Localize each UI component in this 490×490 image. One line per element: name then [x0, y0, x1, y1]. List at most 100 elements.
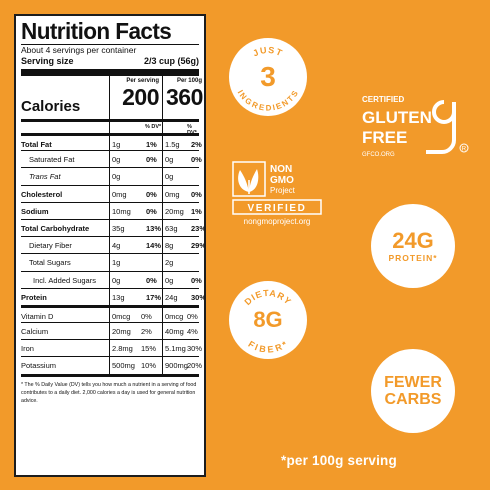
nutrient-row: Trans Fat 0g 0g	[21, 167, 199, 185]
per-100g-header: Per 100g	[176, 78, 202, 84]
serving-size-value: 2/3 cup (56g)	[143, 56, 199, 66]
nutrient-row: Saturated Fat 0g 0% 0g 0%	[21, 150, 202, 168]
svg-text:INGREDIENTS: INGREDIENTS	[236, 89, 301, 113]
svg-text:DIETARY: DIETARY	[242, 288, 293, 307]
ngmo-gmo-text: GMO	[270, 175, 294, 186]
nutrient-per-100g: 1.5g	[165, 140, 180, 149]
nutrient-label: Vitamin D	[21, 311, 54, 321]
svg-text:R: R	[462, 147, 467, 153]
nutrient-row: Potassium 500mg 10% 900mg 20%	[21, 356, 203, 374]
per-serving-header: Per serving	[126, 78, 159, 84]
nutrient-dv-serving: 17%	[146, 292, 162, 302]
nutrient-dv-100g: 2%	[191, 140, 202, 149]
nutrient-per-serving: 10mg	[112, 206, 131, 216]
nutrient-per-100g: 8g	[165, 241, 174, 251]
gf-certified-text: CERTIFIED	[362, 95, 404, 104]
nutrient-per-100g: 0mcg	[165, 311, 184, 321]
butterfly-leaf-icon	[238, 169, 259, 194]
nutrient-dv-serving: 13%	[146, 223, 162, 233]
nutrient-per-100g: 900mg	[165, 361, 188, 371]
calories-per-100g: 360	[166, 84, 203, 110]
protein-badge: 24G PROTEIN*	[371, 204, 455, 288]
nutrition-facts-panel: Nutrition Facts About 4 servings per con…	[14, 14, 206, 477]
serving-size-label: Serving size	[21, 56, 74, 66]
nutrient-label: Incl. Added Sugars	[33, 275, 96, 285]
nutrient-dv-100g: 0%	[191, 155, 202, 165]
nutrient-per-serving: 13g	[112, 292, 125, 302]
calories-per-serving: 200	[122, 84, 159, 110]
nutrient-row: Total Sugars 1g 2g	[21, 253, 199, 271]
dv-header-serving: % DV*	[145, 124, 162, 130]
ingredients-bottom-text: INGREDIENTS	[236, 89, 300, 113]
nutrient-dv-100g: 0%	[191, 189, 202, 199]
nutrient-dv-serving: 0%	[141, 311, 152, 321]
nutrient-per-serving: 2.8mg	[112, 344, 133, 354]
gf-g-icon	[426, 100, 456, 154]
nutrient-per-100g: 2g	[165, 258, 174, 268]
nutrient-label: Cholesterol	[21, 189, 63, 199]
nutrient-dv-serving: 0%	[146, 275, 157, 285]
nutrient-per-serving: 1g	[112, 258, 121, 268]
nutrient-dv-100g: 0%	[191, 275, 202, 285]
nutrient-dv-serving: 10%	[141, 361, 157, 371]
protein-label: PROTEIN*	[388, 253, 438, 263]
nutrient-row: Iron 2.8mg 15% 5.1mg 30%	[21, 339, 202, 357]
protein-amount: 24G	[392, 228, 434, 253]
nutrient-per-serving: 500mg	[112, 361, 135, 371]
nutrient-row: Incl. Added Sugars 0g 0% 0g 0%	[21, 270, 202, 288]
nutrient-label: Total Sugars	[29, 258, 71, 268]
nutrient-label: Potassium	[21, 361, 57, 371]
fiber-top-text: DIETARY	[242, 288, 292, 307]
nutrient-per-100g: 0g	[165, 155, 174, 165]
nutrient-label: Iron	[21, 344, 34, 354]
fiber-amount: 8G	[253, 307, 283, 332]
nutrient-per-serving: 0mcg	[112, 311, 131, 321]
nutrient-dv-100g: 1%	[191, 206, 202, 216]
ingredients-count: 3	[260, 61, 276, 92]
nutrient-dv-serving: 2%	[141, 327, 152, 337]
ngmo-project-text: Project	[270, 186, 296, 195]
nutrient-label: Trans Fat	[29, 172, 61, 182]
serving-size-row: Serving size 2/3 cup (56g)	[21, 56, 199, 69]
nutrient-rows: Total Fat 1g 1% 1.5g 2% Saturated Fat 0g 0% 0g 0%…	[21, 133, 204, 374]
svg-text:JUST: JUST	[251, 45, 284, 59]
nutrient-per-serving: 1g	[112, 140, 121, 149]
gluten-free-logo: CERTIFIED GLUTEN FREE R GFCO.ORG	[360, 88, 480, 168]
nutrient-per-100g: 5.1mg	[165, 344, 186, 354]
nutrient-dv-100g: 0%	[187, 311, 198, 321]
nutrient-row: Protein 13g 17% 24g 30%	[21, 287, 204, 305]
nutrient-per-serving: 4g	[112, 241, 121, 251]
fiber-bottom-text: FIBER*	[246, 339, 288, 355]
non-gmo-verified-logo: NON GMO Project VERIFIED nongmoproject.o…	[230, 160, 322, 240]
nutrient-per-serving: 35g	[112, 223, 125, 233]
nutrient-row: Dietary Fiber 4g 14% 8g 29%	[21, 236, 204, 254]
nutrient-per-serving: 0g	[112, 155, 121, 165]
nutrient-label: Total Fat	[21, 140, 52, 149]
nutrient-per-100g: 0g	[165, 172, 174, 182]
gf-url-text: GFCO.ORG	[362, 152, 395, 158]
nutrient-dv-100g: 20%	[187, 361, 203, 371]
per-100g-footnote: *per 100g serving	[281, 453, 397, 468]
ngmo-non-text: NON	[270, 164, 292, 175]
nutrient-per-100g: 0g	[165, 275, 174, 285]
nutrition-facts-title: Nutrition Facts	[21, 18, 172, 44]
nutrient-row: Total Carbohydrate 35g 13% 63g 23%	[21, 218, 204, 237]
nutrient-per-100g: 63g	[165, 223, 178, 233]
nutrient-per-serving: 0g	[112, 172, 121, 182]
svg-text:FIBER*: FIBER*	[246, 339, 289, 355]
nutrient-label: Saturated Fat	[29, 155, 75, 165]
calories-row: Calories Per serving 200 Per 100g 360	[21, 76, 203, 119]
nutrient-per-serving: 20mg	[112, 327, 131, 337]
nutrient-row: Vitamin D 0mcg 0% 0mcg 0%	[21, 304, 199, 323]
nutrient-per-100g: 20mg	[165, 206, 184, 216]
nutrient-row: Sodium 10mg 0% 20mg 1%	[21, 201, 202, 219]
gf-free-text: FREE	[362, 128, 407, 147]
dv-footnote: * The % Daily Value (DV) tells you how m…	[21, 373, 199, 405]
nutrient-per-100g: 0mg	[165, 189, 180, 199]
nutrient-dv-serving: 1%	[146, 140, 157, 149]
fiber-arc-text: DIETARY FIBER*	[242, 288, 293, 355]
ingredients-top-text: JUST	[251, 45, 283, 59]
nutrient-row: Cholesterol 0mg 0% 0mg 0%	[21, 184, 202, 202]
ingredients-arc-text: JUST INGREDIENTS	[236, 45, 301, 113]
ngmo-url-text: nongmoproject.org	[244, 217, 311, 226]
